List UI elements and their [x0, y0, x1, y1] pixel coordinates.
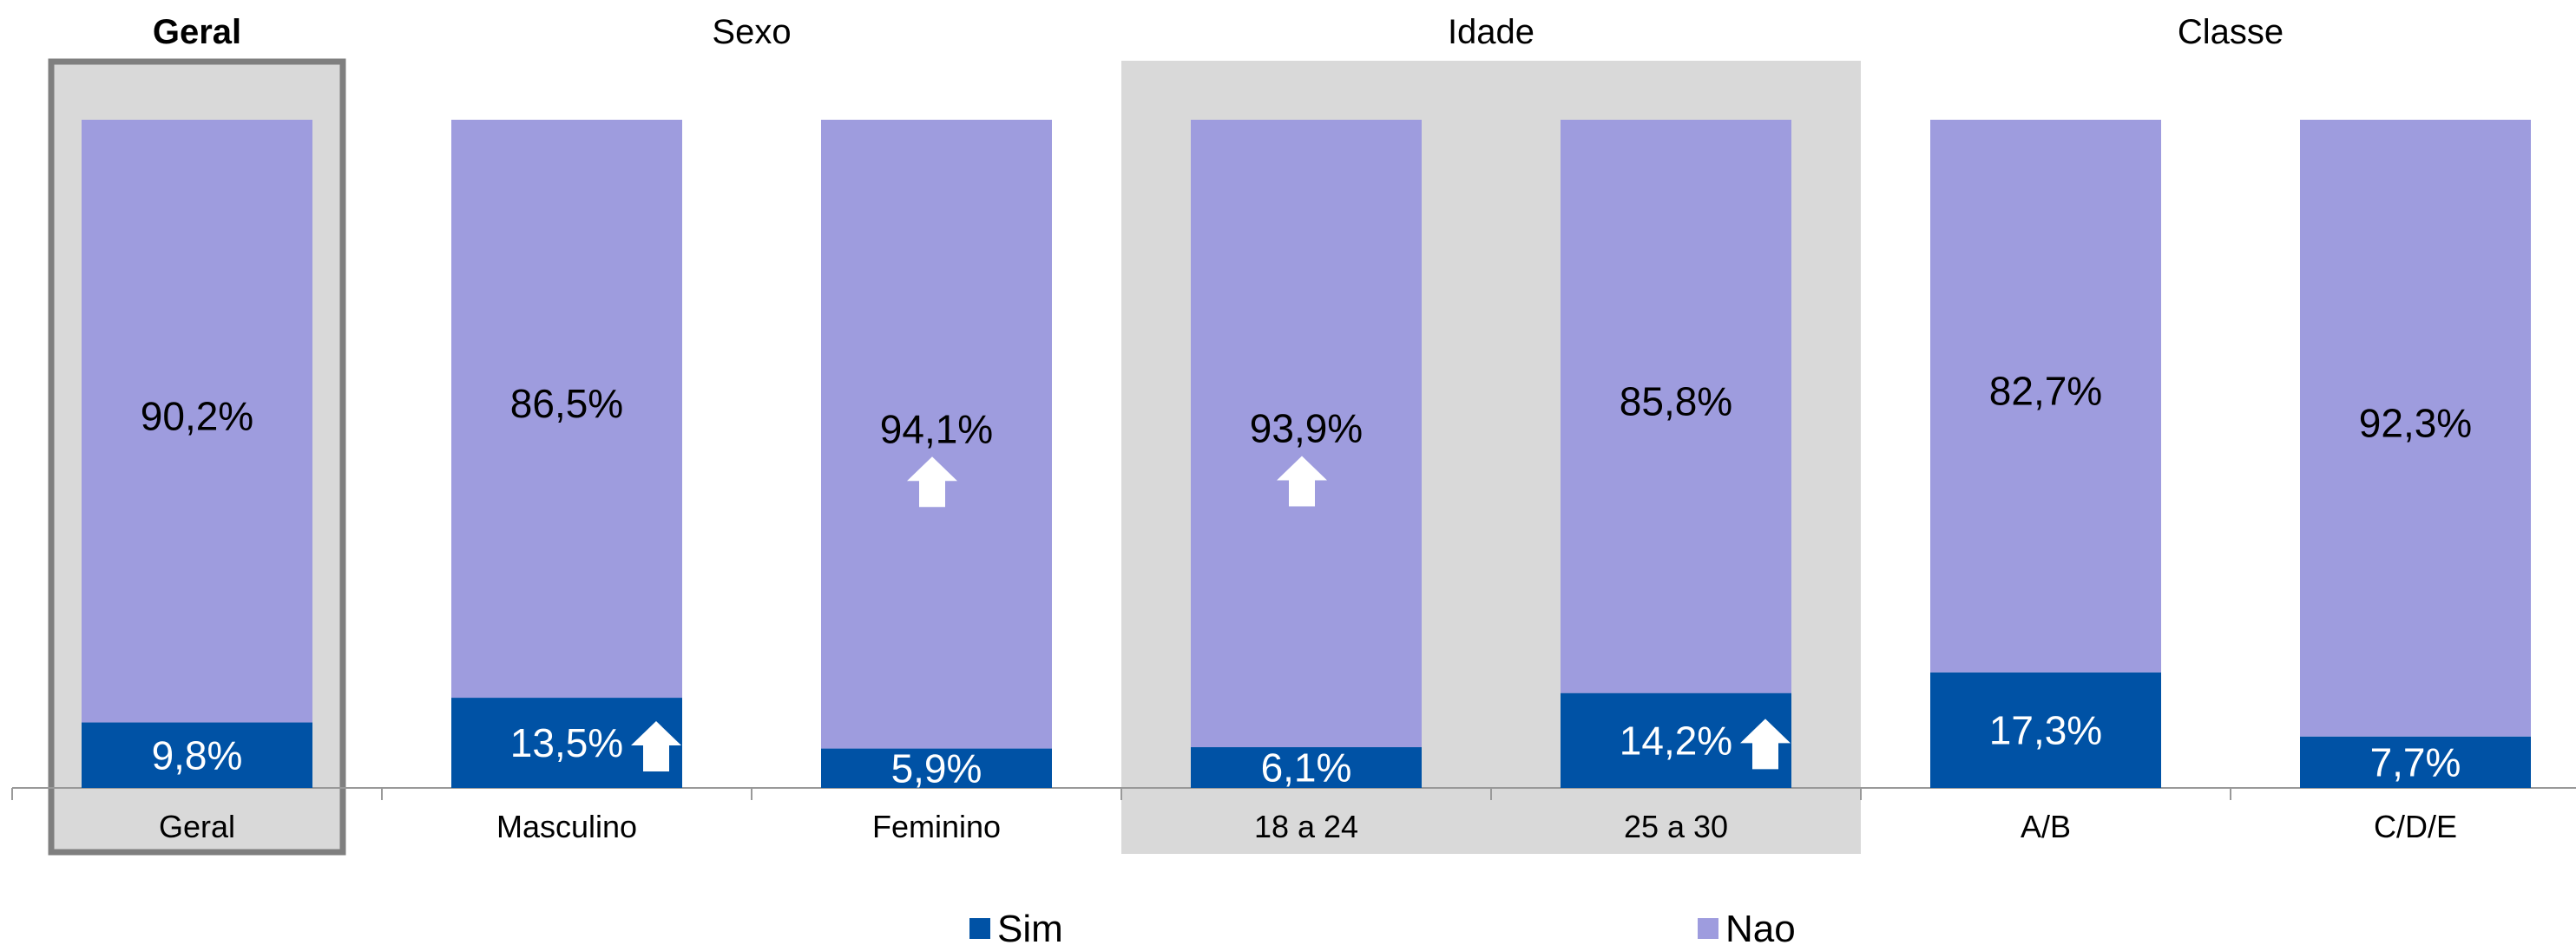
bar-sim-geral — [82, 722, 312, 788]
data-label-nao-c-d-e: 92,3% — [2359, 400, 2472, 445]
bar-sim-a-b — [1930, 672, 2161, 788]
up-arrow-icon — [1740, 719, 1791, 770]
group-title-sexo: Sexo — [712, 13, 791, 51]
legend-label-nao: Nao — [1725, 908, 1796, 945]
data-label-nao-25-a-30: 85,8% — [1620, 378, 1732, 423]
bar-sim-c-d-e — [2300, 736, 2531, 788]
category-label-masculino: Masculino — [496, 809, 637, 844]
category-label-25-a-30: 25 a 30 — [1624, 809, 1728, 844]
data-label-nao-18-a-24: 93,9% — [1250, 406, 1363, 451]
category-label-c-d-e: C/D/E — [2374, 809, 2457, 844]
data-label-sim-c-d-e: 7,7% — [2370, 739, 2461, 784]
data-label-nao-geral: 90,2% — [141, 393, 253, 438]
data-label-nao-feminino: 94,1% — [880, 406, 993, 451]
bar-nao-c-d-e — [2300, 120, 2531, 737]
bar-nao-25-a-30 — [1561, 120, 1791, 693]
data-label-sim-a-b: 17,3% — [1989, 707, 2102, 752]
bar-sim-18-a-24 — [1191, 747, 1422, 788]
bar-nao-geral — [82, 120, 312, 723]
group-title-geral: Geral — [153, 13, 241, 51]
up-arrow-icon — [631, 721, 681, 772]
bar-nao-masculino — [451, 120, 682, 699]
legend-label-sim: Sim — [997, 908, 1063, 945]
data-label-sim-18-a-24: 6,1% — [1261, 745, 1352, 791]
data-label-sim-25-a-30: 14,2% — [1620, 718, 1732, 763]
bar-nao-feminino — [821, 120, 1052, 749]
data-label-sim-geral: 9,8% — [152, 732, 243, 778]
group-title-classe: Classe — [2178, 13, 2284, 51]
category-label-18-a-24: 18 a 24 — [1254, 809, 1358, 844]
data-label-sim-feminino: 5,9% — [891, 745, 982, 791]
category-label-a-b: A/B — [2021, 809, 2071, 844]
legend-swatch-sim — [969, 918, 990, 939]
bar-nao-18-a-24 — [1191, 120, 1422, 748]
bar-sim-feminino — [821, 748, 1052, 788]
data-label-sim-masculino: 13,5% — [510, 720, 623, 765]
up-arrow-icon — [907, 456, 957, 508]
category-label-geral: Geral — [159, 809, 235, 844]
bar-nao-a-b — [1930, 120, 2161, 673]
legend-swatch-nao — [1698, 918, 1718, 939]
category-label-feminino: Feminino — [872, 809, 1001, 844]
group-title-idade: Idade — [1448, 13, 1534, 51]
data-label-nao-a-b: 82,7% — [1989, 368, 2102, 413]
data-label-nao-masculino: 86,5% — [510, 381, 623, 426]
up-arrow-icon — [1277, 456, 1327, 507]
